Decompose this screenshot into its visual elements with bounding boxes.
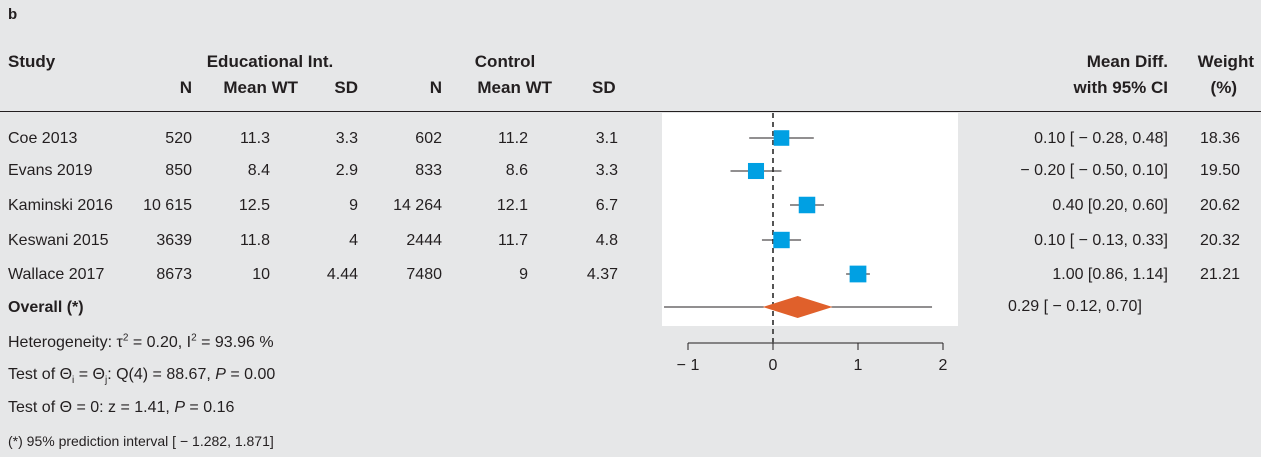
x-tick-label: − 1: [677, 357, 700, 374]
sd2-cell: 3.3: [595, 162, 618, 179]
n2-cell: 14 264: [393, 197, 442, 214]
study-name: Keswani 2015: [8, 232, 109, 249]
n1-cell: 3639: [156, 232, 192, 249]
heterogeneity-text: Heterogeneity: τ2 = 0.20, I2 = 93.96 %: [8, 333, 274, 353]
het-suffix: = 93.96 %: [196, 334, 274, 351]
tij-prefix: Test of Θ: [8, 366, 73, 383]
sd2-cell: 3.1: [595, 130, 618, 147]
overall-ci: 0.29 [ − 0.12, 0.70]: [1008, 298, 1142, 315]
sd1-cell: 2.9: [335, 162, 358, 179]
header-educational: Educational Int.: [206, 52, 334, 71]
het-prefix: Heterogeneity: τ: [8, 334, 123, 351]
sd1-cell: 9: [349, 197, 358, 214]
x-tick-label: 0: [769, 357, 778, 374]
ci-cell: 0.10 [ − 0.28, 0.48]: [1034, 130, 1168, 147]
header-mean2: Mean WT: [477, 78, 552, 97]
n2-cell: 7480: [406, 266, 442, 283]
study-name: Wallace 2017: [8, 266, 105, 283]
n2-cell: 2444: [406, 232, 442, 249]
t0-prefix: Test of Θ = 0: z = 1.41,: [8, 399, 175, 416]
tij-sub-i: i: [72, 375, 75, 387]
n1-cell: 8673: [156, 266, 192, 283]
ci-cell: 0.40 [0.20, 0.60]: [1052, 197, 1168, 214]
overall-label: Overall (*): [8, 299, 84, 316]
mean2-cell: 11.7: [498, 232, 528, 249]
sd2-cell: 4.8: [595, 232, 618, 249]
tij-p: P: [215, 366, 226, 383]
het-i-exp: 2: [191, 332, 197, 344]
study-name: Evans 2019: [8, 162, 93, 179]
het-tau-exp: 2: [122, 332, 129, 344]
header-sd1: SD: [334, 78, 358, 97]
weight-cell: 20.32: [1199, 232, 1240, 249]
n2-cell: 602: [415, 130, 442, 147]
sd2-cell: 6.7: [595, 197, 618, 214]
weight-cell: 18.36: [1199, 130, 1240, 147]
t0-suffix: = 0.16: [184, 399, 235, 416]
tij-mid: : Q(4) = 88.67,: [107, 366, 216, 383]
header-n2: N: [429, 78, 442, 97]
n1-cell: 10 615: [143, 197, 192, 214]
plot-background: [662, 113, 958, 326]
mean2-cell: 8.6: [505, 162, 528, 179]
tij-sub-j: j: [104, 375, 108, 387]
header-weight-1: Weight: [1197, 52, 1254, 71]
n2-cell: 833: [415, 162, 442, 179]
mean2-cell: 9: [519, 266, 528, 283]
weight-cell: 20.62: [1199, 197, 1240, 214]
sd1-cell: 3.3: [335, 130, 358, 147]
header-mean1: Mean WT: [223, 78, 298, 97]
header-study: Study: [8, 52, 56, 71]
x-tick-label: 2: [939, 357, 948, 374]
ci-cell: 0.10 [ − 0.13, 0.33]: [1034, 232, 1168, 249]
tij-eq: = Θ: [74, 366, 105, 383]
t0-p: P: [174, 399, 185, 416]
mean1-cell: 11.8: [240, 232, 270, 249]
header-meandiff-1: Mean Diff.: [1086, 52, 1168, 71]
study-name: Coe 2013: [8, 130, 78, 147]
sd1-cell: 4.44: [326, 266, 358, 283]
mean2-cell: 12.1: [496, 197, 528, 214]
panel-letter: b: [8, 6, 18, 23]
mean1-cell: 12.5: [238, 197, 270, 214]
header-sd2: SD: [592, 78, 616, 97]
x-tick-label: 1: [854, 357, 863, 374]
weight-cell: 19.50: [1199, 162, 1240, 179]
study-marker: [798, 196, 816, 214]
weight-cell: 21.21: [1199, 266, 1240, 283]
overall-diamond: [762, 296, 833, 318]
test-theta-ij-text: Test of Θi = Θj: Q(4) = 88.67, P = 0.00: [8, 365, 276, 387]
n1-cell: 850: [165, 162, 192, 179]
study-name: Kaminski 2016: [8, 197, 113, 214]
het-mid: = 0.20, I: [128, 334, 192, 351]
mean1-cell: 8.4: [247, 162, 270, 179]
study-marker: [747, 162, 765, 180]
prediction-interval-note: (*) 95% prediction interval [ − 1.282, 1…: [8, 433, 274, 449]
study-marker: [773, 130, 790, 146]
study-marker: [773, 231, 790, 249]
header-rule: [0, 111, 1261, 112]
header-weight-2: (%): [1210, 78, 1237, 97]
ci-cell: − 0.20 [ − 0.50, 0.10]: [1020, 162, 1168, 179]
sd2-cell: 4.37: [586, 266, 618, 283]
sd1-cell: 4: [349, 232, 358, 249]
ci-cell: 1.00 [0.86, 1.14]: [1052, 266, 1168, 283]
study-marker: [849, 265, 867, 283]
mean2-cell: 11.2: [498, 130, 528, 147]
header-n1: N: [179, 78, 192, 97]
n1-cell: 520: [165, 130, 192, 147]
mean1-cell: 10: [252, 266, 270, 283]
header-meandiff-2: with 95% CI: [1073, 78, 1168, 97]
header-control: Control: [474, 52, 536, 71]
tij-suffix: = 0.00: [225, 366, 276, 383]
mean1-cell: 11.3: [240, 130, 270, 147]
test-theta0-text: Test of Θ = 0: z = 1.41, P = 0.16: [8, 398, 234, 418]
